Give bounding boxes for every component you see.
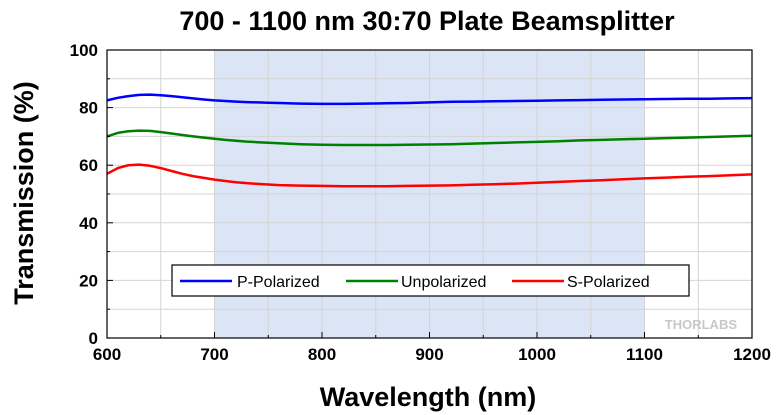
x-tick-label: 1000	[518, 345, 556, 364]
legend-label-s-polarized: S-Polarized	[567, 274, 650, 291]
x-tick-label: 600	[93, 345, 121, 364]
y-tick-label: 0	[89, 329, 98, 348]
legend-label-unpolarized: Unpolarized	[401, 274, 486, 291]
chart-title: 700 - 1100 nm 30:70 Plate Beamsplitter	[179, 6, 675, 36]
y-axis-label: Transmission (%)	[9, 81, 39, 305]
x-tick-label: 1100	[626, 345, 663, 364]
x-tick-label: 900	[415, 345, 443, 364]
x-tick-label: 1200	[733, 345, 771, 364]
thorlabs-logo: THORLABS	[665, 317, 738, 332]
y-tick-label: 100	[70, 41, 98, 60]
legend-box	[171, 264, 690, 297]
x-tick-label: 800	[308, 345, 336, 364]
y-tick-label: 20	[79, 271, 98, 290]
series-line-unpolarized	[106, 129, 753, 147]
y-tick-label: 60	[79, 156, 98, 175]
x-axis-label: Wavelength (nm)	[320, 382, 537, 412]
x-tick-label: 700	[200, 345, 228, 364]
y-tick-label: 80	[79, 99, 98, 118]
legend-label-p-polarized: P-Polarized	[237, 274, 320, 291]
series-line-p-polarized	[106, 93, 753, 106]
series-line-s-polarized	[106, 163, 753, 188]
y-tick-label: 40	[79, 214, 98, 233]
axis-ticks: 600 700 800 900 1000 1100 1200 0 20 40 60 80 100	[70, 41, 771, 364]
legend: P-Polarized Unpolarized S-Polarized	[171, 264, 690, 297]
series-lines	[106, 93, 753, 188]
